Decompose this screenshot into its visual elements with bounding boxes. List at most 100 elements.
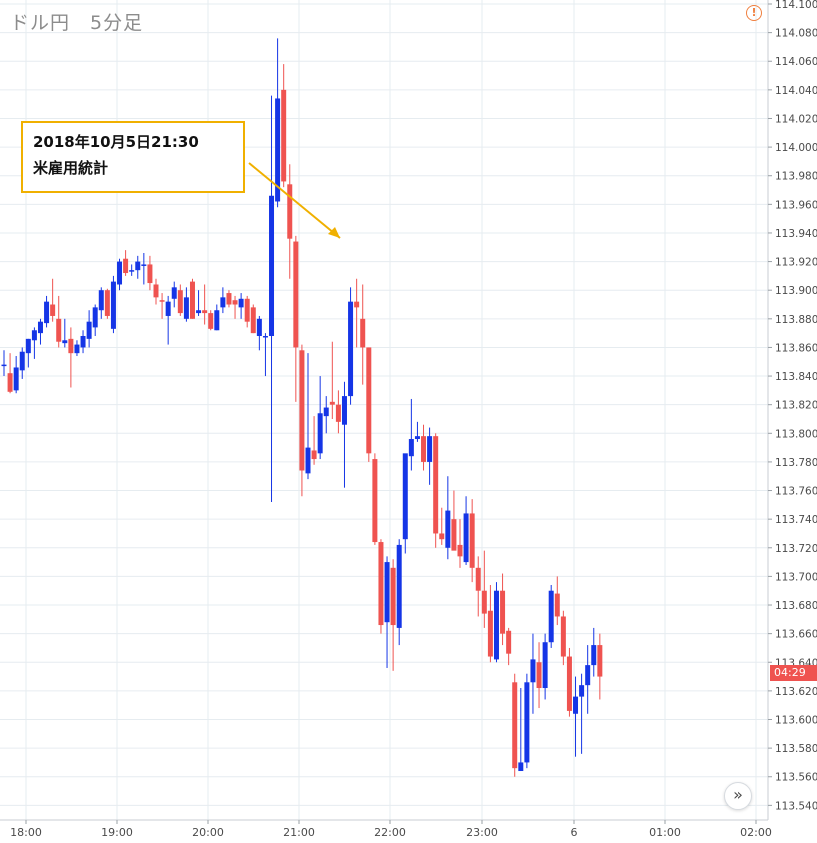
candle <box>414 421 420 442</box>
candle <box>421 424 427 471</box>
candle <box>463 496 469 565</box>
candle <box>214 304 220 331</box>
candle-body <box>262 335 268 338</box>
candle <box>189 278 195 319</box>
candle-body <box>129 270 135 272</box>
candle-body <box>548 590 554 643</box>
candle <box>348 287 354 405</box>
candle-body <box>86 321 92 339</box>
candle-body <box>493 590 499 660</box>
price-tick-label: 113.720 <box>775 543 817 555</box>
candle <box>25 338 31 368</box>
candle-body <box>536 662 542 689</box>
candle <box>74 340 80 357</box>
candle <box>536 642 542 709</box>
price-tick-label: 113.540 <box>775 800 817 812</box>
candle-body <box>208 313 214 329</box>
candle-body <box>439 533 445 540</box>
candle <box>226 290 232 308</box>
price-axis[interactable]: 114.100 114.080 114.060 114.040 114.020 114.0… <box>768 0 817 812</box>
candle-body <box>469 513 475 568</box>
candle <box>524 673 530 769</box>
candle <box>305 353 311 480</box>
candle-body <box>117 261 123 285</box>
candle-body <box>445 510 451 548</box>
candle-body <box>196 310 202 314</box>
candle-body <box>597 645 603 677</box>
candle <box>506 627 512 666</box>
candle-body <box>183 297 189 319</box>
candle-body <box>7 373 13 392</box>
candle-body <box>396 544 402 628</box>
candle-body <box>585 665 591 686</box>
price-tick-label: 113.680 <box>775 600 817 612</box>
time-axis[interactable]: 18:00 19:00 20:00 21:00 22:00 23:00 6 01:00 02:0… <box>10 820 772 839</box>
candle-body <box>500 590 506 634</box>
annotation-date: 2018年10月5日21:30 <box>33 133 199 151</box>
candle <box>329 341 335 419</box>
candle <box>177 284 183 316</box>
price-tick-label: 114.000 <box>775 142 817 154</box>
annotation-arrow <box>248 162 341 239</box>
candle <box>68 327 74 388</box>
candle-body <box>275 98 281 202</box>
candle-body <box>92 307 98 328</box>
candle <box>493 582 499 663</box>
candle <box>548 584 554 648</box>
price-tick-label: 113.620 <box>775 686 817 698</box>
candle-body <box>341 396 347 425</box>
candle-body <box>98 290 104 311</box>
candle <box>500 573 506 646</box>
candle <box>585 645 591 714</box>
candle <box>1 350 7 377</box>
candle-body <box>153 284 159 298</box>
price-tick-label: 113.940 <box>775 228 817 240</box>
warning-circle-icon[interactable]: ! <box>746 5 762 21</box>
candle-body <box>475 567 481 591</box>
candle-body <box>560 616 566 657</box>
price-tick-label: 113.840 <box>775 371 817 383</box>
candle-body <box>433 436 439 534</box>
candle <box>591 627 597 677</box>
candle <box>104 288 110 319</box>
candle <box>220 287 226 314</box>
current-price-tag: 04:29 <box>770 665 817 681</box>
candle <box>287 164 293 279</box>
candle-body <box>250 307 256 334</box>
double-chevron-right-icon[interactable]: » <box>724 782 752 810</box>
candle <box>433 433 439 548</box>
candle <box>457 519 463 568</box>
candle <box>13 356 19 394</box>
candle <box>165 295 171 345</box>
candle-body <box>360 318 366 348</box>
price-tick-label: 113.880 <box>775 314 817 326</box>
candle-body <box>463 513 469 563</box>
candle-body <box>13 367 19 391</box>
candle <box>360 284 366 385</box>
candle <box>402 453 408 554</box>
candle-body <box>74 344 80 354</box>
candle <box>323 396 329 434</box>
candle <box>445 476 451 560</box>
candle-body <box>287 184 293 239</box>
candle <box>275 38 281 208</box>
candle <box>427 427 433 485</box>
candle-body <box>378 542 384 626</box>
candle-body <box>123 258 129 274</box>
price-tick-label: 113.820 <box>775 400 817 412</box>
candle <box>50 278 56 322</box>
price-tick-label: 113.740 <box>775 514 817 526</box>
candle <box>62 318 68 348</box>
candle <box>147 255 153 291</box>
price-tick-label: 114.100 <box>775 0 817 11</box>
time-tick-label: 20:00 <box>192 826 224 839</box>
candle <box>530 633 536 714</box>
candle-body <box>244 298 250 322</box>
candle <box>451 490 457 551</box>
candle <box>542 633 548 700</box>
event-annotation-box: 2018年10月5日21:30 米雇用統計 <box>21 121 245 193</box>
candle <box>238 293 244 319</box>
candle-body <box>214 310 220 331</box>
price-tick-label: 113.760 <box>775 486 817 498</box>
